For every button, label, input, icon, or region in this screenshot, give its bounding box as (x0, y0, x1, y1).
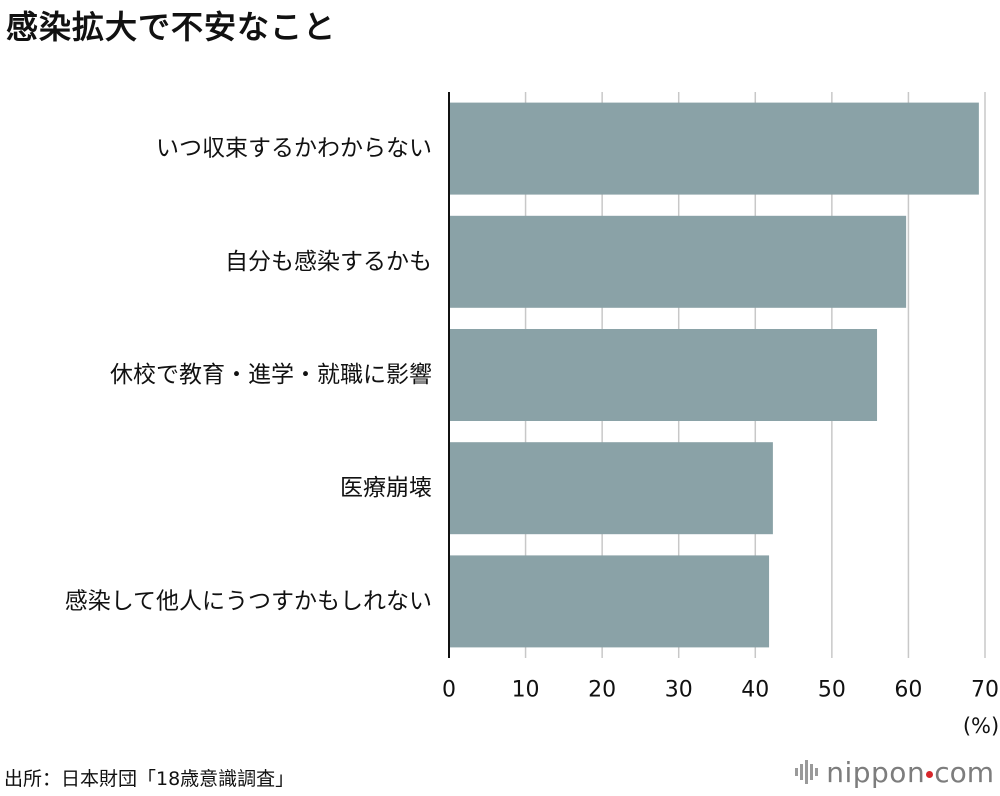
x-tick-label: 60 (894, 678, 922, 703)
bar (449, 442, 773, 535)
x-tick-label: 10 (512, 678, 540, 703)
bar (449, 215, 907, 308)
category-label: 感染して他人にうつすかもしれない (65, 588, 432, 614)
bar (449, 329, 878, 421)
category-label: 休校で教育・進学・就職に影響 (110, 362, 432, 388)
x-tick-label: 30 (665, 678, 693, 703)
bar (449, 555, 770, 648)
bar (449, 102, 979, 195)
brand-name: nippon (826, 755, 926, 789)
brand-suffix: com (934, 755, 994, 789)
x-tick-label: 0 (442, 678, 456, 703)
nippon-logo-icon (795, 760, 819, 784)
category-label: 医療崩壊 (340, 475, 432, 501)
nippon-com-logo: nippon com (794, 752, 994, 792)
x-tick-label: 50 (818, 678, 846, 703)
category-label: いつ収束するかわからない (156, 136, 432, 162)
unit-label: (%) (963, 714, 999, 738)
chart-title: 感染拡大で不安なこと (6, 8, 337, 46)
category-label: 自分も感染するかも (225, 249, 432, 275)
x-tick-label: 70 (971, 678, 999, 703)
x-tick-label: 20 (588, 678, 616, 703)
x-tick-label: 40 (741, 678, 769, 703)
brand-dot (926, 770, 934, 778)
source-note: 出所：日本財団「18歳意識調査」 (4, 768, 295, 790)
